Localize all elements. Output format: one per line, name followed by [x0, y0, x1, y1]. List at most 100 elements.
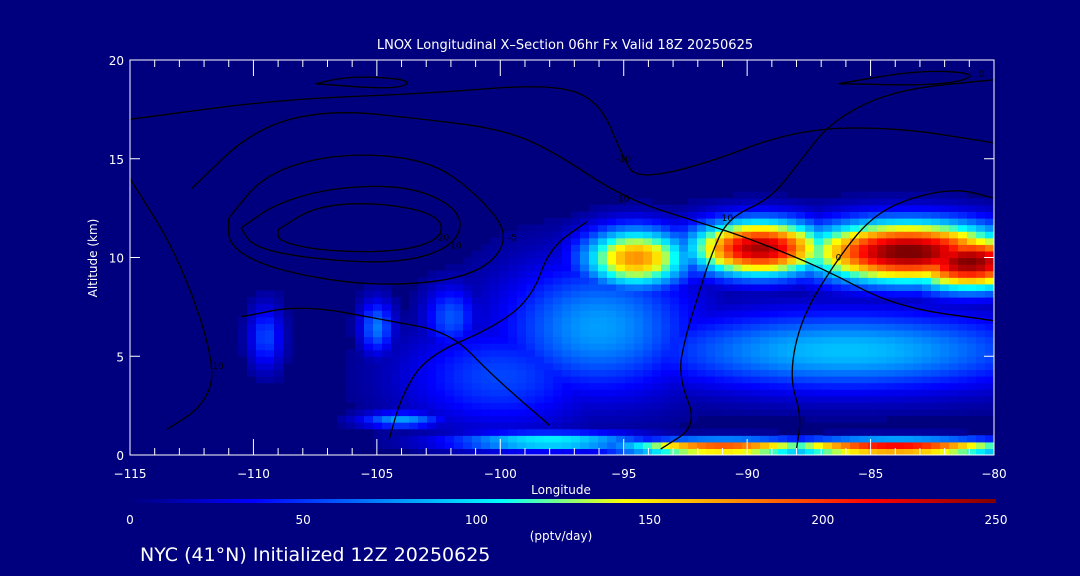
heat-cell: [670, 218, 680, 226]
heat-cell: [517, 329, 527, 338]
heat-cell: [580, 211, 590, 219]
heat-cell: [778, 356, 788, 364]
heat-cell: [706, 402, 716, 410]
heat-cell: [427, 303, 437, 311]
heat-cell: [724, 428, 734, 436]
heat-cell: [706, 303, 716, 311]
heat-cell: [427, 329, 437, 338]
heat-cell: [922, 237, 932, 245]
heat-cell: [976, 329, 986, 338]
heat-cell: [940, 191, 950, 199]
heat-cell: [733, 277, 743, 285]
heat-cell: [625, 356, 635, 364]
heat-cell: [499, 382, 509, 390]
heat-cell: [769, 270, 779, 278]
heat-cell: [850, 435, 860, 443]
heat-cell: [400, 343, 410, 351]
heat-cell: [733, 435, 743, 443]
heat-cell: [688, 270, 698, 278]
heat-cell: [913, 329, 923, 338]
heat-cell: [976, 435, 986, 443]
heat-cell: [895, 310, 905, 318]
heat-cell: [679, 389, 689, 397]
heat-cell: [715, 244, 725, 252]
heat-cell: [769, 402, 779, 410]
heat-cell: [769, 237, 779, 245]
heat-cell: [517, 395, 527, 403]
heat-cell: [571, 329, 581, 338]
heat-cell: [760, 369, 770, 377]
heat-cell: [238, 329, 248, 338]
heat-cell: [751, 250, 761, 259]
heat-cell: [823, 310, 833, 318]
heat-cell: [346, 422, 356, 430]
heat-cell: [454, 422, 464, 430]
heat-cell: [580, 244, 590, 252]
heat-cell: [913, 382, 923, 390]
heat-cell: [571, 224, 581, 232]
heat-cell: [589, 395, 599, 403]
contour-label: 0: [836, 254, 842, 264]
heat-cell: [760, 277, 770, 285]
heat-cell: [823, 402, 833, 410]
heat-cell: [796, 448, 806, 455]
heat-cell: [868, 376, 878, 384]
heat-cell: [391, 356, 401, 364]
heat-cell: [490, 402, 500, 410]
heat-cell: [904, 250, 914, 259]
heat-cell: [553, 408, 563, 417]
heat-cell: [454, 323, 464, 331]
heat-cell: [931, 316, 941, 324]
heat-cell: [535, 376, 545, 384]
heat-cell: [409, 356, 419, 364]
heat-cell: [895, 316, 905, 324]
heat-cell: [598, 349, 608, 357]
heat-cell: [670, 343, 680, 351]
heat-cell: [382, 329, 392, 338]
heat-cell: [760, 376, 770, 384]
heat-cell: [589, 290, 599, 298]
heat-cell: [796, 250, 806, 259]
heat-cell: [553, 435, 563, 443]
heat-cell: [706, 316, 716, 324]
heat-cell: [715, 257, 725, 265]
heat-cell: [355, 356, 365, 364]
heat-cell: [850, 369, 860, 377]
heat-cell: [634, 283, 644, 292]
heat-cell: [769, 389, 779, 397]
heat-cell: [715, 336, 725, 344]
heat-cell: [787, 441, 797, 450]
heat-cell: [490, 310, 500, 318]
heat-cell: [598, 257, 608, 265]
heat-cell: [697, 283, 707, 292]
heat-cell: [661, 310, 671, 318]
heat-cell: [499, 283, 509, 292]
heat-cell: [859, 198, 869, 206]
heat-cell: [526, 402, 536, 410]
heat-cell: [643, 297, 653, 305]
heat-cell: [508, 336, 518, 344]
heat-cell: [688, 297, 698, 305]
heat-cell: [373, 415, 383, 423]
heat-cell: [382, 290, 392, 298]
heat-cell: [400, 323, 410, 331]
heat-cell: [598, 323, 608, 331]
heat-cell: [265, 323, 275, 331]
heat-cell: [616, 428, 626, 436]
heat-cell: [382, 343, 392, 351]
heat-cell: [967, 329, 977, 338]
heat-cell: [490, 408, 500, 417]
heat-cell: [490, 277, 500, 285]
heat-cell: [733, 264, 743, 272]
heat-cell: [526, 277, 536, 285]
heat-cell: [715, 395, 725, 403]
heat-cell: [859, 231, 869, 239]
heat-cell: [787, 310, 797, 318]
heat-cell: [769, 297, 779, 305]
heat-cell: [688, 231, 698, 239]
heat-cell: [841, 290, 851, 298]
heat-cell: [796, 435, 806, 443]
heat-cell: [742, 224, 752, 232]
heat-cell: [913, 191, 923, 199]
